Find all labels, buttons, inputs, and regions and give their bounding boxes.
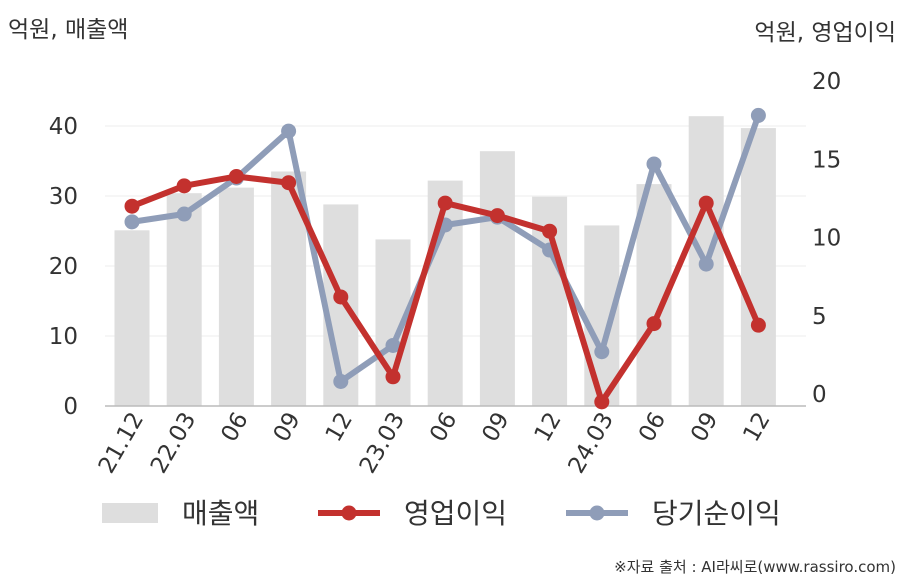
legend-label: 매출액 xyxy=(182,497,259,530)
series-point xyxy=(646,316,662,332)
series-point xyxy=(281,175,297,191)
series-point xyxy=(124,214,140,230)
series-point xyxy=(281,123,297,139)
series-point xyxy=(333,289,349,305)
series-point xyxy=(594,394,610,410)
right-tick-label: 10 xyxy=(812,226,841,252)
x-tick-label: 23.03 xyxy=(355,408,410,478)
series-point xyxy=(228,168,244,184)
left-tick-label: 20 xyxy=(49,254,78,280)
x-tick-label: 12 xyxy=(738,408,775,446)
series-point xyxy=(489,208,505,224)
legend-swatch xyxy=(102,503,158,523)
x-tick-label: 06 xyxy=(425,408,462,446)
line-series xyxy=(124,107,766,410)
right-tick-label: 20 xyxy=(812,69,841,95)
bar xyxy=(218,187,254,406)
source-note: ※자료 출처 : AI라씨로(www.rassiro.com) xyxy=(614,558,896,576)
right-tick-label: 5 xyxy=(812,304,827,330)
series-point xyxy=(176,206,192,222)
x-tick-label: 06 xyxy=(634,408,671,446)
series-point xyxy=(750,107,766,123)
x-tick-label: 09 xyxy=(477,408,514,446)
legend: 매출액 영업이익 당기순이익 xyxy=(102,497,781,530)
series-point xyxy=(646,156,662,172)
series-point xyxy=(333,373,349,389)
series-point xyxy=(124,198,140,214)
bar xyxy=(479,151,515,406)
series-point xyxy=(176,178,192,194)
bar xyxy=(166,193,202,406)
x-tick-label: 06 xyxy=(216,408,253,446)
series-point xyxy=(750,317,766,333)
x-tick-label: 09 xyxy=(269,408,306,446)
series-point xyxy=(542,223,558,239)
x-tick-label: 22.03 xyxy=(146,408,201,478)
left-axis-label: 억원, 매출액 xyxy=(8,17,128,43)
series-point xyxy=(385,337,401,353)
left-tick-label: 40 xyxy=(49,114,78,140)
legend-swatch-point xyxy=(341,505,357,521)
x-tick-label: 24.03 xyxy=(564,408,619,478)
left-axis-ticks: 0 10 20 30 40 xyxy=(49,114,78,420)
series-point xyxy=(385,369,401,385)
series-point xyxy=(698,195,714,211)
right-axis-label: 억원, 영업이익 xyxy=(754,20,896,46)
bar xyxy=(114,230,150,406)
legend-label: 영업이익 xyxy=(404,497,507,530)
bar xyxy=(427,180,463,406)
x-tick-label: 12 xyxy=(321,408,358,446)
right-axis-ticks: 0 5 10 15 20 xyxy=(812,69,841,408)
left-tick-label: 30 xyxy=(49,184,78,210)
x-tick-label: 09 xyxy=(686,408,723,446)
x-tick-label: 21.12 xyxy=(94,408,149,478)
bar-series xyxy=(114,116,776,406)
legend-swatch-point xyxy=(589,505,605,521)
x-tick-label: 12 xyxy=(530,408,567,446)
right-tick-label: 15 xyxy=(812,147,841,173)
left-tick-label: 0 xyxy=(63,394,78,420)
bar xyxy=(740,128,776,406)
legend-label: 당기순이익 xyxy=(652,497,781,530)
series-point xyxy=(594,344,610,360)
series-point xyxy=(437,195,453,211)
series-point xyxy=(698,256,714,272)
left-tick-label: 10 xyxy=(49,324,78,350)
right-tick-label: 0 xyxy=(812,382,827,408)
